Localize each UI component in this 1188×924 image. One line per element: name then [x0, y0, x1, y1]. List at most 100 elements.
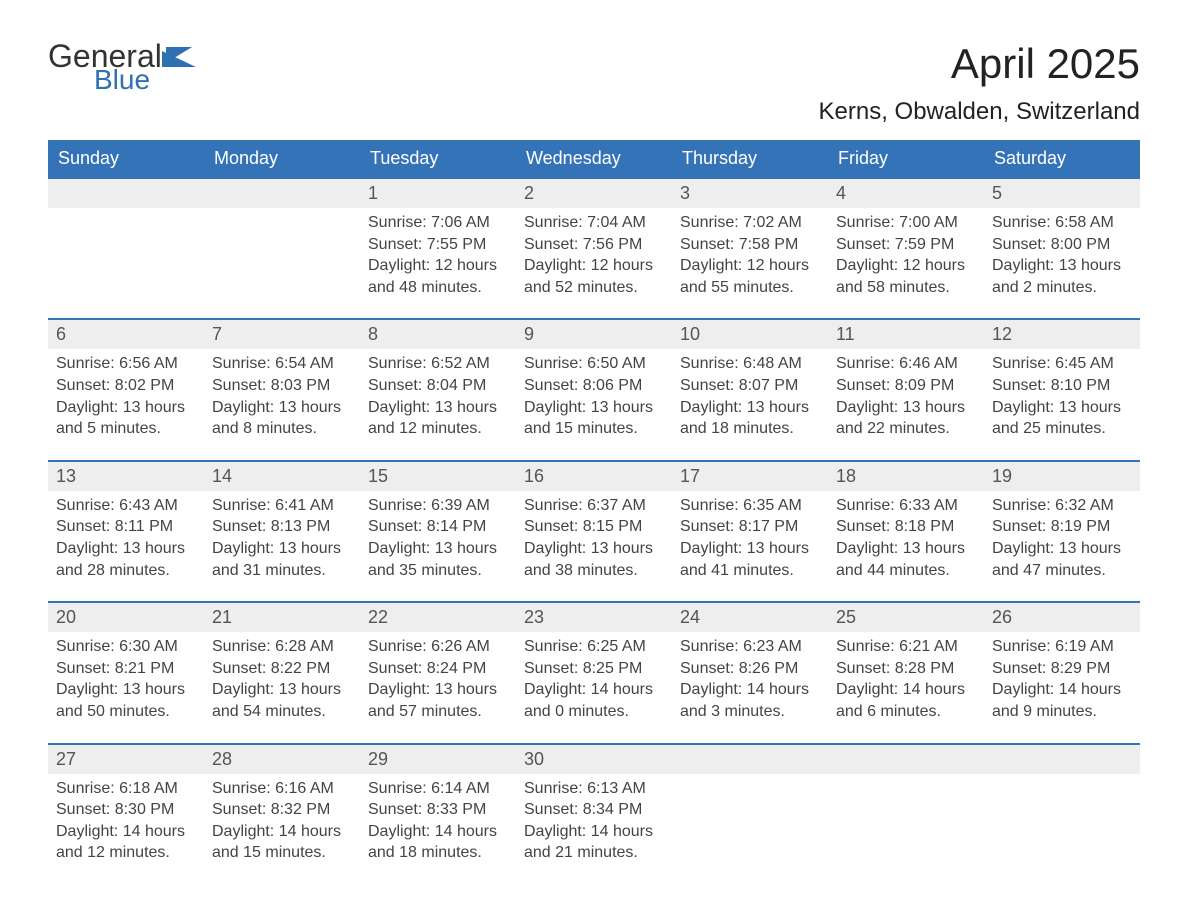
sunrise-text: Sunrise: 6:43 AM	[56, 495, 196, 517]
weekday-cell: Monday	[204, 140, 360, 177]
day-number: 7	[204, 320, 360, 349]
daylight-text: Daylight: 14 hours and 15 minutes.	[212, 821, 352, 864]
sunset-text: Sunset: 7:58 PM	[680, 234, 820, 256]
day-detail: Sunrise: 6:48 AMSunset: 8:07 PMDaylight:…	[672, 349, 828, 459]
brand-logo: General Blue	[48, 40, 196, 94]
sunset-text: Sunset: 8:28 PM	[836, 658, 976, 680]
day-detail: Sunrise: 6:16 AMSunset: 8:32 PMDaylight:…	[204, 774, 360, 884]
daylight-text: Daylight: 13 hours and 44 minutes.	[836, 538, 976, 581]
day-detail: Sunrise: 6:13 AMSunset: 8:34 PMDaylight:…	[516, 774, 672, 884]
daylight-text: Daylight: 13 hours and 25 minutes.	[992, 397, 1132, 440]
sunrise-text: Sunrise: 6:58 AM	[992, 212, 1132, 234]
day-number: 10	[672, 320, 828, 349]
day-detail: Sunrise: 6:28 AMSunset: 8:22 PMDaylight:…	[204, 632, 360, 742]
day-number: 29	[360, 745, 516, 774]
sunset-text: Sunset: 8:18 PM	[836, 516, 976, 538]
day-detail: Sunrise: 6:32 AMSunset: 8:19 PMDaylight:…	[984, 491, 1140, 601]
sunrise-text: Sunrise: 6:25 AM	[524, 636, 664, 658]
day-number: 27	[48, 745, 204, 774]
day-number	[828, 745, 984, 774]
day-detail: Sunrise: 6:18 AMSunset: 8:30 PMDaylight:…	[48, 774, 204, 884]
day-number: 17	[672, 462, 828, 491]
month-title: April 2025	[819, 40, 1141, 88]
daylight-text: Daylight: 13 hours and 15 minutes.	[524, 397, 664, 440]
daylight-text: Daylight: 14 hours and 12 minutes.	[56, 821, 196, 864]
sunset-text: Sunset: 8:24 PM	[368, 658, 508, 680]
day-number: 14	[204, 462, 360, 491]
day-detail	[828, 774, 984, 884]
day-number: 8	[360, 320, 516, 349]
detail-row: Sunrise: 6:18 AMSunset: 8:30 PMDaylight:…	[48, 774, 1140, 884]
day-detail: Sunrise: 6:46 AMSunset: 8:09 PMDaylight:…	[828, 349, 984, 459]
day-number: 13	[48, 462, 204, 491]
day-number: 16	[516, 462, 672, 491]
sunset-text: Sunset: 7:56 PM	[524, 234, 664, 256]
day-number: 24	[672, 603, 828, 632]
daylight-text: Daylight: 13 hours and 8 minutes.	[212, 397, 352, 440]
daylight-text: Daylight: 13 hours and 28 minutes.	[56, 538, 196, 581]
day-detail: Sunrise: 6:50 AMSunset: 8:06 PMDaylight:…	[516, 349, 672, 459]
day-number: 1	[360, 179, 516, 208]
sunset-text: Sunset: 8:07 PM	[680, 375, 820, 397]
day-number: 19	[984, 462, 1140, 491]
daynum-row: 27282930	[48, 745, 1140, 774]
day-number: 2	[516, 179, 672, 208]
sunset-text: Sunset: 8:00 PM	[992, 234, 1132, 256]
day-number: 12	[984, 320, 1140, 349]
daylight-text: Daylight: 14 hours and 3 minutes.	[680, 679, 820, 722]
day-detail	[204, 208, 360, 318]
daylight-text: Daylight: 12 hours and 52 minutes.	[524, 255, 664, 298]
sunset-text: Sunset: 8:06 PM	[524, 375, 664, 397]
sunrise-text: Sunrise: 6:46 AM	[836, 353, 976, 375]
daylight-text: Daylight: 14 hours and 9 minutes.	[992, 679, 1132, 722]
location-subtitle: Kerns, Obwalden, Switzerland	[819, 98, 1141, 126]
daylight-text: Daylight: 13 hours and 50 minutes.	[56, 679, 196, 722]
sunset-text: Sunset: 8:09 PM	[836, 375, 976, 397]
sunset-text: Sunset: 8:11 PM	[56, 516, 196, 538]
day-number: 21	[204, 603, 360, 632]
day-number: 22	[360, 603, 516, 632]
day-number: 18	[828, 462, 984, 491]
daylight-text: Daylight: 12 hours and 58 minutes.	[836, 255, 976, 298]
sunrise-text: Sunrise: 7:02 AM	[680, 212, 820, 234]
day-detail: Sunrise: 6:56 AMSunset: 8:02 PMDaylight:…	[48, 349, 204, 459]
sunrise-text: Sunrise: 6:32 AM	[992, 495, 1132, 517]
sunset-text: Sunset: 8:10 PM	[992, 375, 1132, 397]
daylight-text: Daylight: 13 hours and 2 minutes.	[992, 255, 1132, 298]
daylight-text: Daylight: 13 hours and 47 minutes.	[992, 538, 1132, 581]
day-number	[984, 745, 1140, 774]
daylight-text: Daylight: 13 hours and 31 minutes.	[212, 538, 352, 581]
sunrise-text: Sunrise: 6:26 AM	[368, 636, 508, 658]
sunrise-text: Sunrise: 7:00 AM	[836, 212, 976, 234]
sunset-text: Sunset: 8:15 PM	[524, 516, 664, 538]
weekday-cell: Friday	[828, 140, 984, 177]
detail-row: Sunrise: 6:30 AMSunset: 8:21 PMDaylight:…	[48, 632, 1140, 742]
day-detail	[48, 208, 204, 318]
sunrise-text: Sunrise: 6:33 AM	[836, 495, 976, 517]
day-number: 5	[984, 179, 1140, 208]
day-number: 25	[828, 603, 984, 632]
daylight-text: Daylight: 13 hours and 57 minutes.	[368, 679, 508, 722]
day-detail: Sunrise: 6:45 AMSunset: 8:10 PMDaylight:…	[984, 349, 1140, 459]
day-number	[672, 745, 828, 774]
daylight-text: Daylight: 13 hours and 35 minutes.	[368, 538, 508, 581]
day-detail: Sunrise: 6:14 AMSunset: 8:33 PMDaylight:…	[360, 774, 516, 884]
sunset-text: Sunset: 8:34 PM	[524, 799, 664, 821]
day-number: 23	[516, 603, 672, 632]
day-detail: Sunrise: 6:54 AMSunset: 8:03 PMDaylight:…	[204, 349, 360, 459]
sunset-text: Sunset: 7:55 PM	[368, 234, 508, 256]
daylight-text: Daylight: 13 hours and 18 minutes.	[680, 397, 820, 440]
sunrise-text: Sunrise: 6:21 AM	[836, 636, 976, 658]
sunset-text: Sunset: 8:32 PM	[212, 799, 352, 821]
weeks-container: 12345Sunrise: 7:06 AMSunset: 7:55 PMDayl…	[48, 177, 1140, 884]
daylight-text: Daylight: 13 hours and 38 minutes.	[524, 538, 664, 581]
day-detail: Sunrise: 7:00 AMSunset: 7:59 PMDaylight:…	[828, 208, 984, 318]
detail-row: Sunrise: 6:43 AMSunset: 8:11 PMDaylight:…	[48, 491, 1140, 601]
week-row: 13141516171819Sunrise: 6:43 AMSunset: 8:…	[48, 460, 1140, 601]
day-detail: Sunrise: 6:37 AMSunset: 8:15 PMDaylight:…	[516, 491, 672, 601]
sunset-text: Sunset: 8:25 PM	[524, 658, 664, 680]
weekday-cell: Tuesday	[360, 140, 516, 177]
weekday-cell: Sunday	[48, 140, 204, 177]
daylight-text: Daylight: 14 hours and 0 minutes.	[524, 679, 664, 722]
daynum-row: 13141516171819	[48, 462, 1140, 491]
